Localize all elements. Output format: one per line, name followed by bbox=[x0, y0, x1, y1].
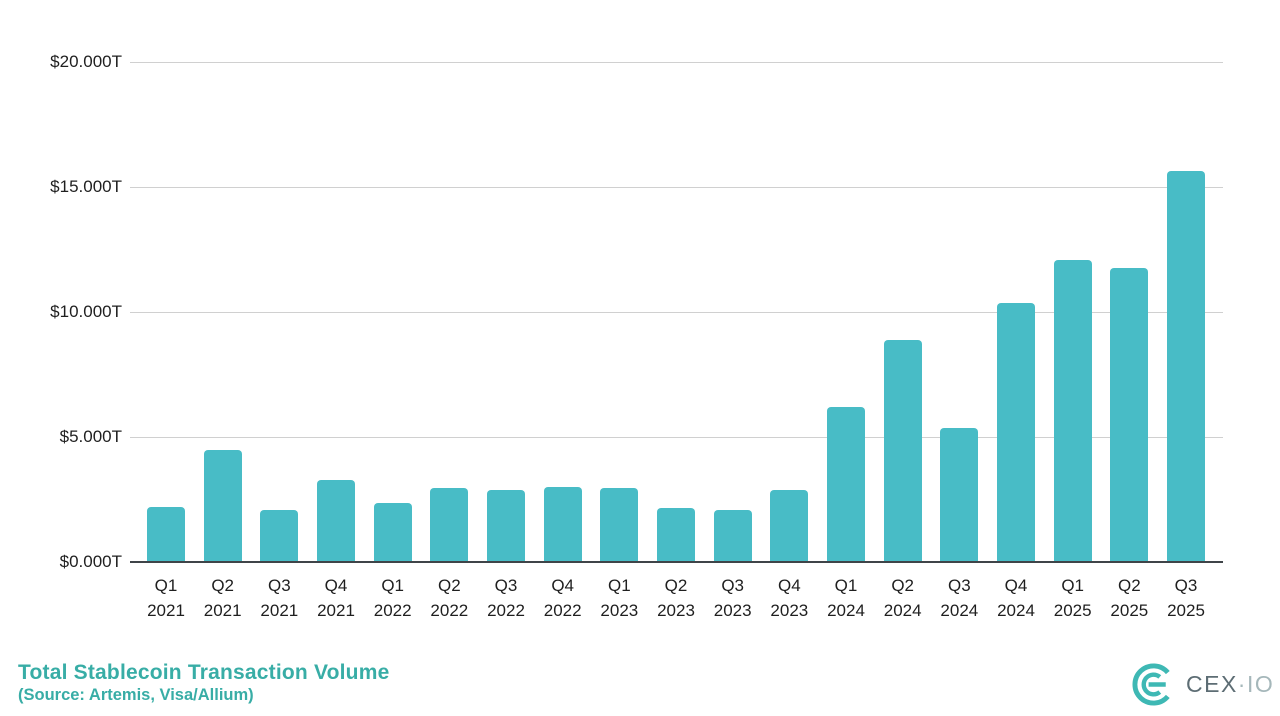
cexio-logo-mark-icon bbox=[1132, 662, 1170, 706]
plot-area: $20.000T $15.000T $10.000T $5.000T $0.000T Q1… bbox=[50, 52, 1223, 620]
x-axis-tick-label: Q2 2022 bbox=[430, 576, 469, 620]
bar-q3-2024 bbox=[940, 428, 979, 562]
x-axis-tick-label: Q1 2025 bbox=[1053, 576, 1092, 620]
bar-q4-2021 bbox=[317, 479, 355, 562]
bar-q2-2023 bbox=[657, 508, 695, 562]
bar-q2-2021 bbox=[203, 449, 242, 562]
bar-q4-2022 bbox=[543, 487, 582, 562]
gridline-15t bbox=[130, 187, 1223, 188]
cexio-logo-text: CEX · IO bbox=[1186, 671, 1274, 698]
bar-q1-2022 bbox=[373, 503, 412, 562]
bar-q1-2021 bbox=[147, 507, 185, 562]
x-axis-tick-label: Q1 2023 bbox=[600, 576, 639, 620]
y-axis-tick-label: $5.000T bbox=[59, 427, 122, 446]
x-axis-tick-label: Q2 2024 bbox=[883, 576, 922, 620]
y-axis-tick-label: $10.000T bbox=[50, 302, 122, 321]
x-axis-tick-label: Q3 2023 bbox=[713, 576, 752, 620]
bar-q2-2022 bbox=[430, 488, 469, 562]
gridline-20t bbox=[130, 62, 1223, 63]
x-axis-tick-label: Q4 2022 bbox=[543, 576, 582, 620]
y-axis-tick-label: $15.000T bbox=[50, 177, 122, 196]
bar-q3-2022 bbox=[487, 489, 525, 562]
x-axis-tick-label: Q3 2024 bbox=[940, 576, 979, 620]
x-axis-tick-label: Q3 2021 bbox=[260, 576, 299, 620]
chart-title: Total Stablecoin Transaction Volume bbox=[18, 661, 390, 684]
bar-q3-2025 bbox=[1167, 170, 1205, 562]
x-axis-tick-label: Q4 2023 bbox=[770, 576, 809, 620]
chart-source: (Source: Artemis, Visa/Allium) bbox=[18, 686, 254, 704]
x-axis-tick-label: Q4 2021 bbox=[317, 576, 355, 620]
bar-q3-2021 bbox=[260, 509, 299, 562]
x-axis-tick-label: Q4 2024 bbox=[997, 576, 1035, 620]
bar-q3-2023 bbox=[713, 509, 752, 562]
bar-q1-2025 bbox=[1053, 259, 1092, 562]
bar-q4-2024 bbox=[997, 303, 1035, 562]
x-axis-tick-label: Q1 2021 bbox=[147, 576, 185, 620]
x-axis-tick-label: Q2 2021 bbox=[203, 576, 242, 620]
bar-q1-2024 bbox=[827, 407, 865, 562]
logo-text-cex: CEX bbox=[1186, 670, 1238, 697]
bar-q1-2023 bbox=[600, 488, 639, 562]
x-axis-tick-label: Q2 2025 bbox=[1110, 576, 1149, 620]
x-axis-tick-label: Q2 2023 bbox=[657, 576, 695, 620]
x-axis-tick-label: Q3 2022 bbox=[487, 576, 525, 620]
x-axis-tick-label: Q3 2025 bbox=[1167, 576, 1205, 620]
x-axis-line bbox=[130, 561, 1223, 563]
cexio-logo: CEX · IO bbox=[1130, 659, 1274, 709]
y-axis-tick-label: $20.000T bbox=[50, 52, 122, 71]
y-axis-tick-label: $0.000T bbox=[59, 552, 122, 571]
gridline-10t bbox=[130, 312, 1223, 313]
logo-separator-dot: · bbox=[1237, 670, 1247, 697]
logo-text-io: IO bbox=[1246, 670, 1275, 697]
bar-q2-2024 bbox=[883, 339, 922, 562]
x-axis-tick-label: Q1 2022 bbox=[373, 576, 412, 620]
bar-q4-2023 bbox=[770, 489, 809, 562]
x-axis-tick-label: Q1 2024 bbox=[827, 576, 865, 620]
bar-q2-2025 bbox=[1110, 268, 1149, 562]
gridline-5t bbox=[130, 437, 1223, 438]
